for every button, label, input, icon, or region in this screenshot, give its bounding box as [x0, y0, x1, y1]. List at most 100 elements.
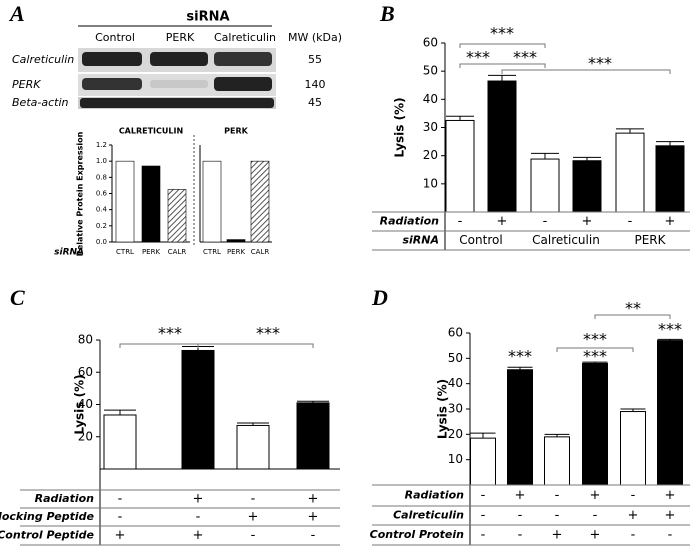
row-cell: - [543, 214, 548, 229]
row-cell: + [308, 510, 319, 525]
row-cell: + [665, 508, 676, 523]
bar [181, 349, 215, 470]
row-label: Calreticulin [393, 509, 464, 522]
significance-bracket [197, 343, 314, 348]
row-cell: - [251, 528, 256, 543]
y-axis-label: Lysis (%) [73, 374, 87, 434]
row-cell: - [628, 214, 633, 229]
blot-row-label: Beta-actin [12, 96, 68, 109]
group-title: PERK [224, 127, 248, 136]
bar [167, 189, 187, 243]
row-cell: Control [459, 233, 502, 247]
significance-bracket [459, 43, 546, 48]
row-cell: + [515, 488, 526, 503]
y-tick-label: 1.2 [96, 141, 107, 149]
significance-label: *** [490, 24, 514, 43]
row-label: Radiation [35, 492, 95, 505]
significance-label: ** [625, 299, 641, 318]
row-cell: - [118, 510, 123, 525]
row-cell: + [308, 492, 319, 507]
row-cell: PERK [634, 233, 666, 247]
row-cell: Calreticulin [532, 233, 600, 247]
bar [507, 369, 533, 486]
x-axis-label: siRNA [54, 248, 84, 258]
blot-mw-header: MW (kDa) [288, 31, 342, 44]
y-tick-label: 40 [78, 397, 93, 411]
x-tick-label: PERK [142, 248, 161, 256]
blot-mw: 55 [308, 53, 322, 66]
bar [530, 158, 560, 213]
bar [615, 132, 645, 213]
y-tick-label: 0.8 [96, 173, 107, 181]
y-axis-label: Lysis (%) [436, 379, 450, 439]
row-cell: + [497, 214, 508, 229]
row-label: Control Protein [370, 528, 464, 541]
panel-label: A [8, 1, 25, 26]
row-label: Radiation [380, 215, 440, 228]
row-label: Control Peptide [0, 529, 95, 542]
bar [103, 414, 137, 470]
significance-label: *** [513, 48, 537, 67]
y-tick-label: 80 [78, 333, 93, 347]
blot-row-label: PERK [12, 78, 41, 91]
row-cell: - [518, 528, 523, 543]
y-axis-label: Lysis (%) [393, 97, 407, 157]
row-cell: - [555, 488, 560, 503]
significance-bracket [459, 63, 546, 68]
significance-bracket [556, 347, 634, 352]
row-cell: - [631, 528, 636, 543]
y-tick-label: 10 [448, 452, 463, 466]
significance-bracket [594, 314, 671, 319]
bar [236, 424, 270, 470]
group-title: CALRETICULIN [119, 127, 183, 136]
significance-label: *** [583, 347, 607, 366]
bar [445, 119, 475, 213]
row-cell: + [665, 488, 676, 503]
row-cell: - [593, 508, 598, 523]
blot-column: Control [95, 31, 135, 44]
bar [655, 145, 685, 213]
bar [470, 437, 496, 486]
blot-mw: 140 [305, 78, 326, 91]
panel-label: D [371, 285, 388, 310]
row-cell: - [481, 508, 486, 523]
blot-row-label: Calreticulin [12, 53, 74, 66]
blot-column: PERK [166, 31, 195, 44]
row-cell: + [248, 510, 259, 525]
row-cell: - [481, 488, 486, 503]
bar [226, 239, 246, 243]
row-cell: - [458, 214, 463, 229]
row-cell: - [118, 492, 123, 507]
row-cell: - [555, 508, 560, 523]
row-cell: + [582, 214, 593, 229]
bar [572, 160, 602, 213]
y-tick-label: 0.0 [96, 238, 107, 246]
y-tick-label: 60 [78, 365, 93, 379]
y-tick-label: 50 [448, 351, 463, 365]
bar [202, 160, 222, 243]
row-cell: + [193, 492, 204, 507]
panel-label: B [379, 1, 395, 26]
significance-label: *** [583, 330, 607, 349]
bar [250, 160, 270, 243]
bar [296, 402, 330, 470]
y-tick-label: 40 [423, 92, 438, 106]
y-axis-label: Relative Protein Expression [76, 131, 85, 256]
row-cell: - [311, 528, 316, 543]
bar [487, 80, 517, 213]
row-cell: - [668, 528, 673, 543]
blot-image [78, 25, 276, 109]
row-label: Radiation [405, 489, 465, 502]
row-cell: - [518, 508, 523, 523]
bar [620, 411, 646, 486]
significance-label: *** [466, 48, 490, 67]
row-cell: + [552, 528, 563, 543]
significance-label: *** [256, 324, 280, 343]
y-tick-label: 60 [448, 326, 463, 340]
row-cell: + [628, 508, 639, 523]
y-tick-label: 20 [78, 429, 93, 443]
y-tick-label: 1.0 [96, 157, 107, 165]
x-tick-label: CALR [251, 248, 270, 256]
row-cell: - [481, 528, 486, 543]
y-tick-label: 30 [448, 402, 463, 416]
